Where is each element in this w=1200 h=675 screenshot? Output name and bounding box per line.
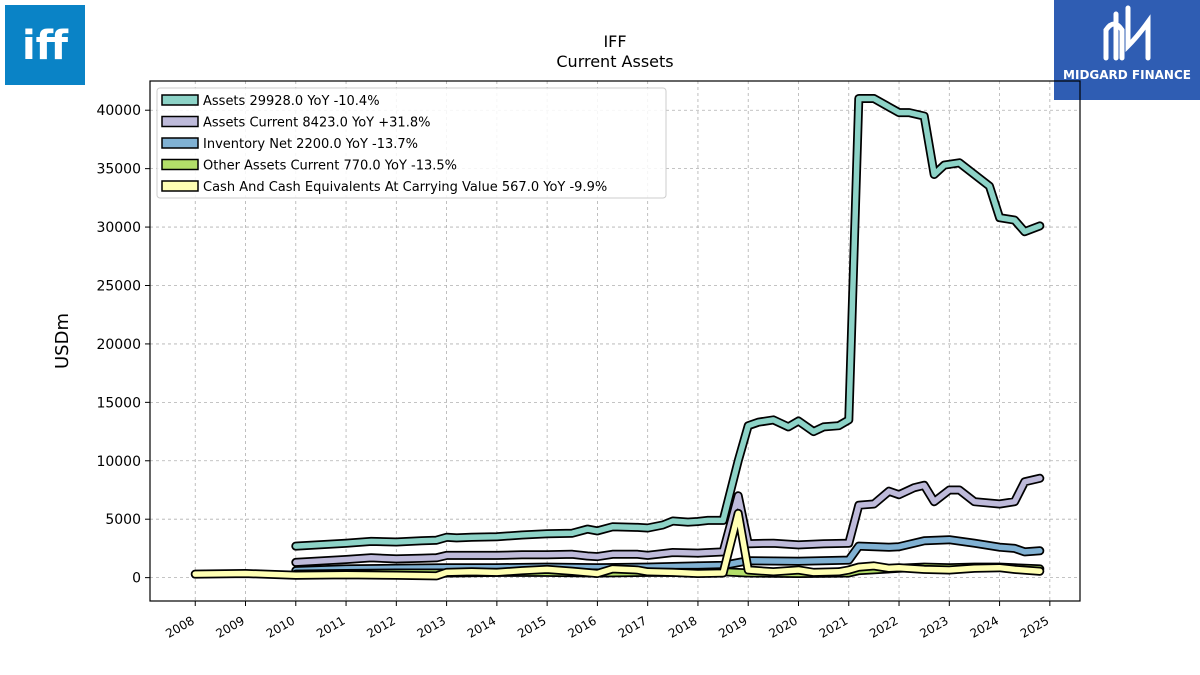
chart-legend: Assets 29928.0 YoY -10.4% Assets Current … <box>156 87 667 199</box>
series-line-1 <box>293 475 1043 566</box>
legend-label: Inventory Net 2200.0 YoY -13.7% <box>203 137 418 152</box>
series-line-4 <box>192 510 1043 579</box>
legend-swatch <box>161 137 199 149</box>
x-tick-label: 2012 <box>364 613 397 640</box>
midgard-emblem-icon <box>1103 5 1151 61</box>
chart-subtitle: Current Assets <box>556 52 674 71</box>
y-tick-label: 25000 <box>96 278 141 294</box>
x-tick-label: 2020 <box>767 613 800 640</box>
midgard-finance-logo: MIDGARD FINANCE <box>1054 0 1200 100</box>
legend-label: Other Assets Current 770.0 YoY -13.5% <box>203 159 457 174</box>
x-tick-label: 2023 <box>917 613 950 640</box>
x-tick-label: 2013 <box>415 613 448 640</box>
x-tick-label: 2021 <box>817 613 850 640</box>
x-tick-label: 2015 <box>515 613 548 640</box>
y-tick-label: 10000 <box>96 454 141 470</box>
x-tick-label: 2011 <box>314 613 347 640</box>
chart-series <box>190 94 1045 581</box>
plot-frame <box>149 80 1081 602</box>
y-tick-label: 40000 <box>96 103 141 119</box>
legend-label: Cash And Cash Equivalents At Carrying Va… <box>203 180 607 195</box>
y-axis-label: USDm <box>52 313 73 369</box>
x-tick-label: 2008 <box>163 613 196 640</box>
x-tick-label: 2009 <box>214 613 247 640</box>
y-tick-label: 30000 <box>96 220 141 236</box>
iff-logo: iff <box>5 5 85 85</box>
y-tick-label: 5000 <box>105 512 141 528</box>
legend-label: Assets 29928.0 YoY -10.4% <box>203 94 380 109</box>
y-tick-label: 0 <box>132 571 141 587</box>
legend-swatch <box>161 180 199 192</box>
midgard-logo-text: MIDGARD FINANCE <box>1063 68 1191 82</box>
x-tick-label: 2019 <box>716 613 749 640</box>
x-tick-label: 2017 <box>616 613 649 640</box>
x-tick-label: 2010 <box>264 613 297 640</box>
legend-label: Assets Current 8423.0 YoY +31.8% <box>203 116 430 131</box>
y-tick-label: 20000 <box>96 337 141 353</box>
legend-swatch <box>161 115 199 128</box>
y-tick-label: 15000 <box>96 395 141 411</box>
x-tick-label: 2016 <box>565 613 598 640</box>
x-tick-label: 2024 <box>968 613 1001 640</box>
y-tick-label: 35000 <box>96 162 141 178</box>
x-tick-label: 2018 <box>666 613 699 640</box>
iff-logo-mark: iff <box>22 23 69 69</box>
x-tick-label: 2014 <box>465 613 498 640</box>
x-tick-label: 2025 <box>1018 613 1051 640</box>
legend-swatch <box>161 94 199 106</box>
series-line-0 <box>293 95 1043 549</box>
legend-box <box>156 87 667 199</box>
legend-swatch <box>161 158 199 171</box>
chart-title: IFF <box>603 32 627 51</box>
x-tick-label: 2022 <box>867 613 900 640</box>
iff-logo-text: iff <box>22 23 69 69</box>
